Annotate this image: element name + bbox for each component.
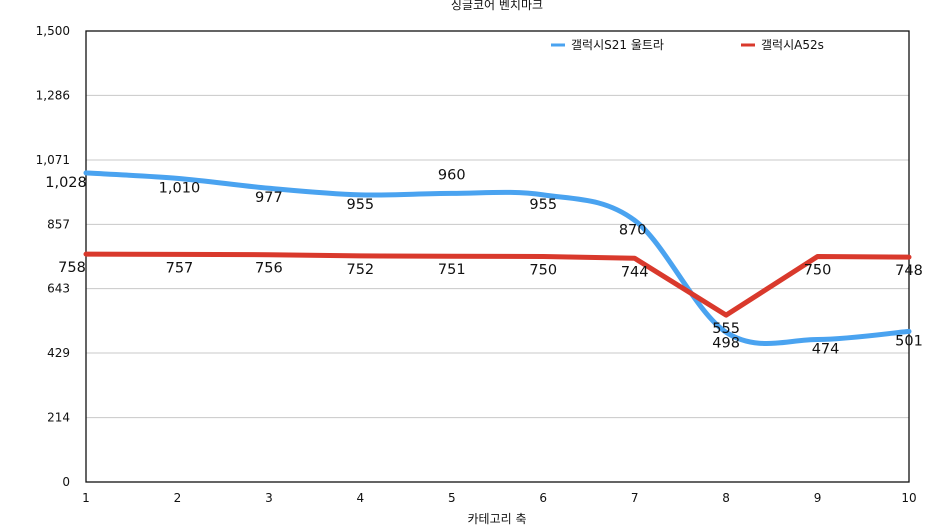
data-label: 756 — [255, 261, 283, 277]
x-axis-ticks: 1 2 3 4 5 6 7 8 9 10 — [82, 491, 916, 505]
legend-label: 갤럭시S21 울트라 — [571, 38, 664, 52]
y-tick-label: 643 — [47, 282, 70, 296]
data-label: 1,028 — [45, 175, 87, 191]
data-label: 751 — [438, 262, 466, 278]
x-tick-label: 3 — [265, 491, 273, 505]
legend: 갤럭시S21 울트라 갤럭시A52s — [551, 38, 824, 52]
data-label: 960 — [438, 167, 466, 183]
data-label: 498 — [712, 335, 740, 351]
x-tick-label: 5 — [448, 491, 456, 505]
data-label: 977 — [255, 190, 283, 206]
data-label: 752 — [346, 262, 374, 278]
x-tick-label: 9 — [814, 491, 822, 505]
data-label: 750 — [529, 263, 557, 279]
y-tick-label: 857 — [47, 217, 70, 231]
x-tick-label: 10 — [901, 491, 916, 505]
y-tick-label: 1,071 — [36, 153, 70, 167]
x-tick-label: 6 — [539, 491, 547, 505]
gridlines — [86, 94, 909, 419]
series-lines — [83, 170, 912, 346]
data-label: 757 — [166, 260, 194, 276]
series-line-1 — [83, 170, 912, 346]
data-label: 555 — [712, 321, 740, 337]
legend-label: 갤럭시A52s — [761, 38, 824, 52]
x-axis-title: 카테고리 축 — [467, 512, 526, 525]
y-tick-label: 214 — [47, 411, 70, 425]
chart-title: 싱글코어 벤치마크 — [451, 0, 543, 12]
data-label: 955 — [346, 197, 374, 213]
data-label: 955 — [529, 197, 557, 213]
data-label: 870 — [619, 222, 647, 238]
series-line-2 — [83, 251, 912, 318]
data-labels: 1,028 1,010 977 955 960 955 870 498 474 501 758 757… — [45, 167, 923, 357]
x-tick-label: 4 — [357, 491, 365, 505]
data-label: 744 — [621, 264, 649, 280]
data-label: 758 — [58, 260, 86, 276]
y-axis-ticks: 0 214 429 643 857 1,071 1,286 1,500 — [36, 24, 70, 489]
x-tick-label: 1 — [82, 491, 90, 505]
data-label: 474 — [812, 341, 840, 357]
data-label: 501 — [895, 333, 923, 349]
y-tick-label: 1,500 — [36, 24, 70, 38]
x-tick-label: 7 — [631, 491, 639, 505]
x-tick-label: 2 — [174, 491, 182, 505]
x-tick-label: 8 — [722, 491, 730, 505]
y-tick-label: 1,286 — [36, 88, 70, 102]
data-label: 1,010 — [159, 180, 201, 196]
data-label: 748 — [895, 263, 923, 279]
y-tick-label: 0 — [62, 475, 70, 489]
y-tick-label: 429 — [47, 346, 70, 360]
data-label: 750 — [804, 263, 832, 279]
